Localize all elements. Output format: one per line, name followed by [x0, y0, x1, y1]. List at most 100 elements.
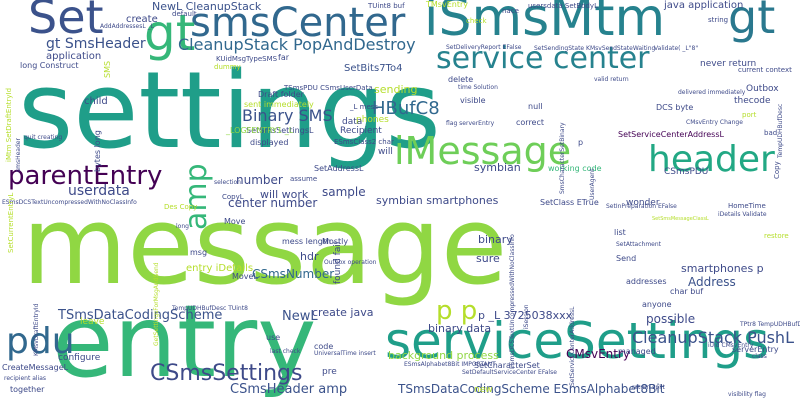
cloud-word: visible — [460, 96, 486, 105]
cloud-word: long — [176, 223, 189, 230]
cloud-word: last check — [270, 348, 301, 355]
cloud-word: child — [84, 96, 108, 107]
cloud-word: gt SmsHeader — [46, 36, 146, 52]
cloud-word: bytes long — [93, 130, 102, 172]
cloud-word: use — [266, 333, 281, 342]
cloud-word: addresses — [626, 277, 667, 286]
cloud-word: serviceSettings — [385, 312, 770, 370]
cloud-word: symbian smartphones — [376, 194, 499, 207]
cloud-word: thecode — [734, 96, 771, 106]
cloud-word: Send — [616, 254, 637, 263]
cloud-word: ESmsClass2 char — [334, 138, 394, 146]
cloud-word: GetSettingsForMsgAndSend — [153, 262, 160, 347]
cloud-word: assume — [290, 175, 318, 183]
cloud-word: list — [614, 228, 626, 237]
cloud-word: background process — [388, 349, 499, 362]
cloud-word: p p — [436, 296, 478, 326]
cloud-word: binary data — [428, 322, 492, 335]
cloud-word: CleanupStack PopAndDestroy — [178, 35, 416, 54]
cloud-word: recipient alias — [4, 375, 47, 382]
cloud-word: configure — [58, 353, 101, 363]
cloud-word: entry iDetails — [186, 263, 254, 274]
cloud-word: java application — [664, 0, 744, 11]
cloud-word: _LOGFENTRY1 _L — [226, 126, 294, 135]
cloud-word: CMsvEntry — [566, 347, 631, 361]
cloud-word: UniversalTime insert — [314, 350, 376, 357]
cloud-word: CSmsNumber — [252, 267, 335, 281]
cloud-word: application — [46, 51, 102, 62]
cloud-word: hdr — [300, 250, 319, 263]
cloud-word: TSmsDataCodingScheme — [58, 308, 223, 323]
cloud-word: sample — [322, 185, 366, 199]
cloud-word: anyone — [642, 300, 672, 309]
cloud-word: Binary SMS — [242, 106, 333, 125]
cloud-word: SetSendingState KMsvSendStateWaiting — [534, 45, 656, 52]
cloud-word: usersdata SetBodyL — [528, 2, 598, 10]
cloud-word: smsHeader — [15, 138, 22, 173]
cloud-word: together — [10, 385, 45, 394]
cloud-word: ESmsDCSTextUncompressedWithNoClassInfo — [509, 233, 516, 369]
cloud-word: bad — [764, 129, 778, 137]
cloud-word: CSmsSettings — [150, 361, 303, 386]
cloud-word: _L mess — [350, 103, 379, 111]
cloud-word: SetBits7To4 — [344, 63, 403, 74]
cloud-word: working code — [548, 164, 602, 173]
cloud-word: flag serverEntry — [446, 120, 495, 127]
cloud-word: amp — [179, 163, 214, 230]
cloud-word: message — [22, 184, 508, 309]
cloud-word: iMessage — [394, 129, 572, 173]
cloud-word: new — [474, 385, 493, 395]
cloud-word: create java — [312, 306, 374, 319]
cloud-word: sending — [374, 83, 418, 96]
cloud-word: long Construct — [20, 61, 79, 70]
cloud-word: SetCurrentEntryL — [7, 192, 15, 254]
cloud-word: parentEntry — [8, 161, 163, 191]
cloud-word: Outbox — [746, 84, 779, 94]
cloud-word: SetClass ETrue — [540, 198, 599, 207]
cloud-word: Recipient — [340, 126, 382, 136]
cloud-word: CSmsPDU — [664, 167, 709, 177]
cloud-word: CSmsHeader amp — [230, 382, 348, 397]
cloud-word: phones — [356, 115, 389, 125]
cloud-word: SetServiceCenterAddressL — [569, 306, 576, 387]
cloud-word: number — [236, 173, 283, 187]
cloud-word: iMtm SetDraftEntryId — [5, 87, 13, 162]
cloud-word: null — [528, 102, 543, 111]
cloud-word: never return — [700, 59, 757, 69]
cloud-word: char buf — [670, 287, 704, 296]
cloud-word: smsCenter — [190, 0, 406, 46]
cloud-word: quit creating — [24, 134, 63, 141]
cloud-word: ESmsAlphabet8Bit IMPORTANT — [404, 361, 496, 368]
cloud-word: CMsvEntry Change — [686, 119, 743, 126]
cloud-word: HomeTime — [728, 202, 766, 210]
cloud-word: msg — [190, 248, 208, 257]
cloud-word: check — [466, 17, 487, 25]
cloud-word: possible — [646, 312, 696, 326]
cloud-word: Move — [224, 217, 246, 226]
cloud-word: NewL CleanupStack — [152, 0, 262, 13]
cloud-word: port — [742, 111, 757, 119]
cloud-word: SetCharacterSet — [474, 361, 540, 370]
cloud-word: sent immediately — [244, 100, 314, 109]
cloud-word: far — [278, 53, 290, 62]
cloud-word: TempUDHBufDesc TUint8 — [172, 305, 248, 312]
cloud-word: Mostly — [322, 237, 349, 246]
cloud-word: TSmsDataCodingScheme ESmsAlphabet8Bit — [398, 382, 665, 396]
cloud-word: selection — [214, 179, 241, 186]
cloud-word: visibility flag — [728, 391, 766, 398]
cloud-word: valid return — [594, 76, 629, 83]
cloud-word: time Solution — [458, 84, 498, 91]
cloud-word: SetDefaultServiceCenter EFalse — [462, 369, 557, 376]
cloud-word: correct — [516, 118, 545, 127]
cloud-word: Draft folder — [258, 90, 304, 99]
cloud-word: dummy — [214, 63, 241, 71]
cloud-word: TPtr8 TempUDHBufDesc — [740, 321, 800, 328]
cloud-word: delivered immediately — [678, 89, 746, 96]
cloud-word: binary — [478, 233, 513, 246]
cloud-word: userdata — [68, 183, 130, 199]
cloud-word: will work — [260, 188, 309, 201]
cloud-word: mess length — [282, 237, 332, 246]
cloud-word: ESmsDCSTextUncompressedWithNoClassInfo — [2, 199, 137, 206]
cloud-word: NewL — [282, 309, 318, 324]
cloud-word: Outbox operation — [324, 259, 377, 266]
